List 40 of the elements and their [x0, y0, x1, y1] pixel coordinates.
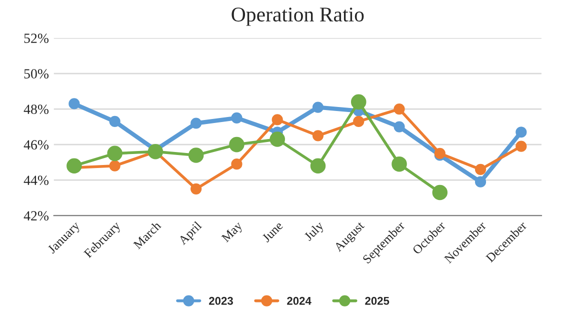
point	[392, 156, 407, 172]
point	[109, 116, 120, 128]
point	[350, 94, 366, 110]
y-tick-label: 42%	[24, 211, 49, 221]
point	[353, 116, 364, 128]
y-tick-label: 46%	[24, 140, 49, 150]
point	[190, 183, 202, 194]
point	[474, 176, 486, 188]
point	[66, 158, 82, 174]
x-tick-label: May	[221, 220, 245, 244]
point	[432, 184, 448, 200]
point	[148, 144, 164, 160]
y-tick-label: 52%	[24, 34, 49, 44]
point	[312, 130, 324, 142]
legend-label: 2024	[287, 296, 312, 305]
x-tick-label: July	[303, 220, 326, 244]
point	[474, 164, 486, 175]
point	[68, 98, 80, 110]
legend-label: 2025	[365, 296, 390, 305]
point	[229, 136, 244, 152]
chart-title: Operation Ratio	[232, 8, 364, 26]
point	[312, 102, 324, 113]
point	[231, 112, 242, 124]
legend-label: 2023	[209, 296, 233, 305]
point	[516, 140, 527, 152]
point	[190, 118, 202, 129]
point	[231, 158, 242, 170]
point	[270, 132, 285, 147]
x-tick-label: June	[262, 221, 284, 243]
point	[188, 148, 204, 163]
point	[516, 126, 527, 138]
point	[109, 160, 120, 172]
point	[394, 121, 405, 132]
y-tick-label: 50%	[24, 69, 49, 79]
point	[394, 103, 405, 115]
y-tick-label: 44%	[24, 176, 49, 186]
y-tick-label: 48%	[24, 104, 49, 114]
point	[310, 158, 326, 174]
point	[107, 146, 122, 162]
point	[272, 114, 283, 126]
